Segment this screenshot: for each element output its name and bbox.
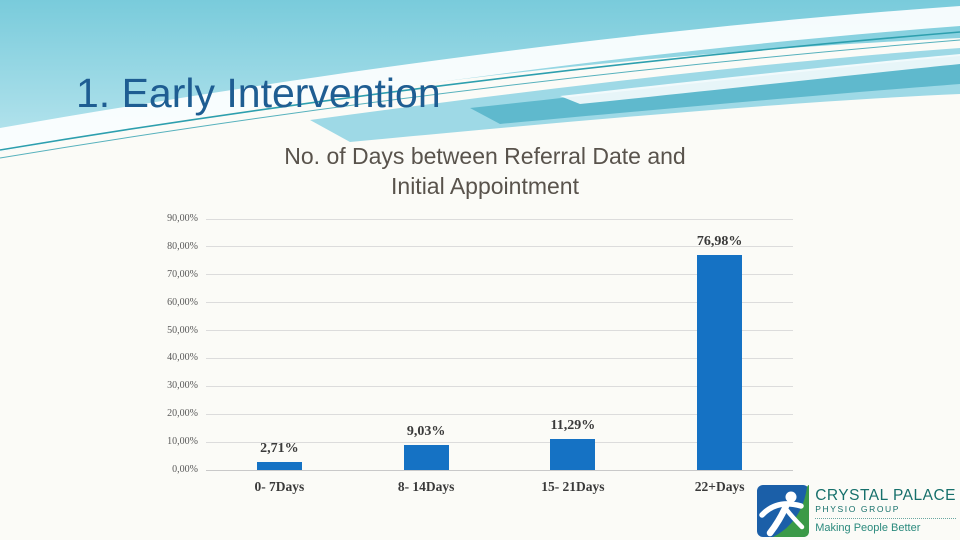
logo-tagline: Making People Better <box>815 521 921 534</box>
x-axis-category-label: 15- 21Days <box>541 479 605 494</box>
y-axis-tick-label: 50,00% <box>167 324 198 336</box>
y-axis-tick-label: 0,00% <box>172 464 198 475</box>
y-axis-tick-label: 30,00% <box>167 380 198 392</box>
chart-title-line2: Initial Appointment <box>391 173 579 200</box>
chart-title-line1: No. of Days between Referral Date and <box>284 143 686 169</box>
logo-subtitle: PHYSIO GROUP <box>815 504 956 519</box>
bar-value-label: 76,98% <box>696 234 743 250</box>
y-axis-tick-label: 90,00% <box>167 213 198 224</box>
gridline <box>206 357 793 359</box>
bar-0-7Days <box>256 462 302 470</box>
x-axis-category-label: 22+Days <box>694 479 745 494</box>
logo-text-block: CRYSTAL PALACE PHYSIO GROUP Making Peopl… <box>815 488 956 534</box>
gridline <box>206 218 793 220</box>
bar-value-label: 9,03% <box>406 423 446 439</box>
y-axis-tick-label: 70,00% <box>167 268 198 280</box>
gridline <box>206 385 793 387</box>
y-axis-tick-label: 80,00% <box>167 240 198 252</box>
gridline <box>206 246 793 248</box>
gridline <box>206 413 793 415</box>
y-axis-tick-label: 60,00% <box>167 296 198 308</box>
slide-title: 1. Early Intervention <box>76 70 441 116</box>
bar-8-14Days <box>403 444 449 470</box>
physio-group-logo-icon <box>757 485 810 537</box>
gridline <box>206 441 793 443</box>
chart-title: No. of Days between Referral Date and In… <box>175 141 795 202</box>
gridline <box>206 469 793 471</box>
y-axis-tick-label: 10,00% <box>167 436 198 448</box>
bar-15-21Days <box>550 438 596 470</box>
bar-chart-plot-area: 0,00% 10,00% 20,00% 30,00% 40,00% 50,00% 60,00… <box>167 213 793 494</box>
gridline <box>206 302 793 304</box>
bar-value-label: 2,71% <box>260 441 299 457</box>
x-axis-category-label: 8- 14Days <box>397 479 455 494</box>
company-logo: CRYSTAL PALACE PHYSIO GROUP Making Peopl… <box>757 485 956 537</box>
logo-name: CRYSTAL PALACE <box>815 487 956 505</box>
bar-value-label: 11,29% <box>550 417 596 433</box>
gridline <box>206 274 793 276</box>
x-axis-category-label: 0- 7Days <box>254 479 305 494</box>
gridline <box>206 330 793 332</box>
y-axis-tick-label: 40,00% <box>167 352 198 364</box>
bar-22+Days <box>697 255 743 470</box>
y-axis-tick-label: 20,00% <box>167 408 198 420</box>
